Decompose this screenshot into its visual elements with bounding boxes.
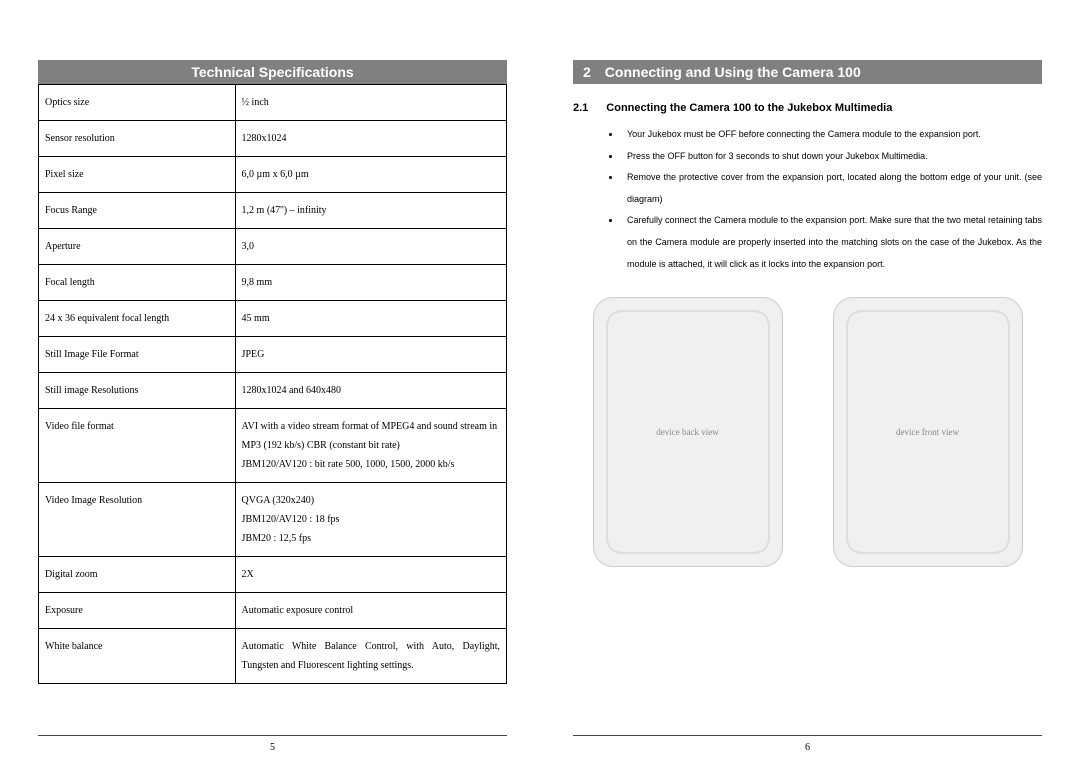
table-row: Sensor resolution1280x1024 — [39, 121, 507, 157]
spec-label: Focus Range — [39, 193, 236, 229]
table-row: 24 x 36 equivalent focal length45 mm — [39, 301, 507, 337]
list-item: Carefully connect the Camera module to t… — [621, 210, 1042, 275]
spec-label: Still Image File Format — [39, 337, 236, 373]
list-item: Press the OFF button for 3 seconds to sh… — [621, 146, 1042, 168]
spec-value: 2X — [235, 557, 506, 593]
spec-value: 9,8 mm — [235, 265, 506, 301]
table-row: Optics size½ inch — [39, 85, 507, 121]
spec-value: 1,2 m (47'') – infinity — [235, 193, 506, 229]
instruction-list: Your Jukebox must be OFF before connecti… — [573, 124, 1042, 275]
spec-label: Optics size — [39, 85, 236, 121]
device-image-back: device back view — [593, 297, 783, 567]
specs-table: Optics size½ inchSensor resolution1280x1… — [38, 84, 507, 684]
section-header-specs: Technical Specifications — [38, 60, 507, 84]
spec-label: Sensor resolution — [39, 121, 236, 157]
table-row: Focus Range1,2 m (47'') – infinity — [39, 193, 507, 229]
spec-value: 1280x1024 and 640x480 — [235, 373, 506, 409]
spec-value: JPEG — [235, 337, 506, 373]
table-row: Pixel size6,0 µm x 6,0 µm — [39, 157, 507, 193]
image-row: device back view device front view — [573, 297, 1042, 567]
subsection-number: 2.1 — [573, 102, 588, 114]
table-row: White balanceAutomatic White Balance Con… — [39, 629, 507, 684]
spec-value: Automatic White Balance Control, with Au… — [235, 629, 506, 684]
list-item: Your Jukebox must be OFF before connecti… — [621, 124, 1042, 146]
spec-value: 45 mm — [235, 301, 506, 337]
table-row: Video file formatAVI with a video stream… — [39, 409, 507, 483]
device-image-back-alt: device back view — [656, 427, 718, 437]
spec-label: Focal length — [39, 265, 236, 301]
section-header-chapter: 2 Connecting and Using the Camera 100 — [573, 60, 1042, 84]
subsection-title: Connecting the Camera 100 to the Jukebox… — [606, 102, 892, 114]
table-row: Video Image ResolutionQVGA (320x240)JBM1… — [39, 483, 507, 557]
section-header-text: Technical Specifications — [191, 64, 353, 80]
page-number-right: 6 — [805, 742, 810, 753]
spec-label: White balance — [39, 629, 236, 684]
spec-label: Video file format — [39, 409, 236, 483]
page-footer-left: 5 — [38, 735, 507, 753]
subsection-heading: 2.1 Connecting the Camera 100 to the Juk… — [573, 102, 1042, 114]
table-row: Aperture3,0 — [39, 229, 507, 265]
table-row: Still image Resolutions1280x1024 and 640… — [39, 373, 507, 409]
spec-label: Aperture — [39, 229, 236, 265]
spec-label: Pixel size — [39, 157, 236, 193]
spec-value: AVI with a video stream format of MPEG4 … — [235, 409, 506, 483]
spec-value: ½ inch — [235, 85, 506, 121]
spec-value: QVGA (320x240)JBM120/AV120 : 18 fpsJBM20… — [235, 483, 506, 557]
page-number-left: 5 — [270, 742, 275, 753]
table-row: Still Image File FormatJPEG — [39, 337, 507, 373]
spec-value: 3,0 — [235, 229, 506, 265]
spec-label: Exposure — [39, 593, 236, 629]
chapter-number: 2 — [583, 64, 591, 80]
spec-label: Video Image Resolution — [39, 483, 236, 557]
device-image-front: device front view — [833, 297, 1023, 567]
spec-value: Automatic exposure control — [235, 593, 506, 629]
chapter-title: Connecting and Using the Camera 100 — [605, 64, 861, 80]
spec-label: Digital zoom — [39, 557, 236, 593]
page-left: Technical Specifications Optics size½ in… — [20, 50, 525, 763]
table-row: ExposureAutomatic exposure control — [39, 593, 507, 629]
specs-tbody: Optics size½ inchSensor resolution1280x1… — [39, 85, 507, 684]
spec-value: 1280x1024 — [235, 121, 506, 157]
spec-label: Still image Resolutions — [39, 373, 236, 409]
spec-label: 24 x 36 equivalent focal length — [39, 301, 236, 337]
list-item: Remove the protective cover from the exp… — [621, 167, 1042, 210]
table-row: Focal length9,8 mm — [39, 265, 507, 301]
table-row: Digital zoom2X — [39, 557, 507, 593]
page-right: 2 Connecting and Using the Camera 100 2.… — [555, 50, 1060, 763]
spec-value: 6,0 µm x 6,0 µm — [235, 157, 506, 193]
page-footer-right: 6 — [573, 735, 1042, 753]
device-image-front-alt: device front view — [896, 427, 959, 437]
